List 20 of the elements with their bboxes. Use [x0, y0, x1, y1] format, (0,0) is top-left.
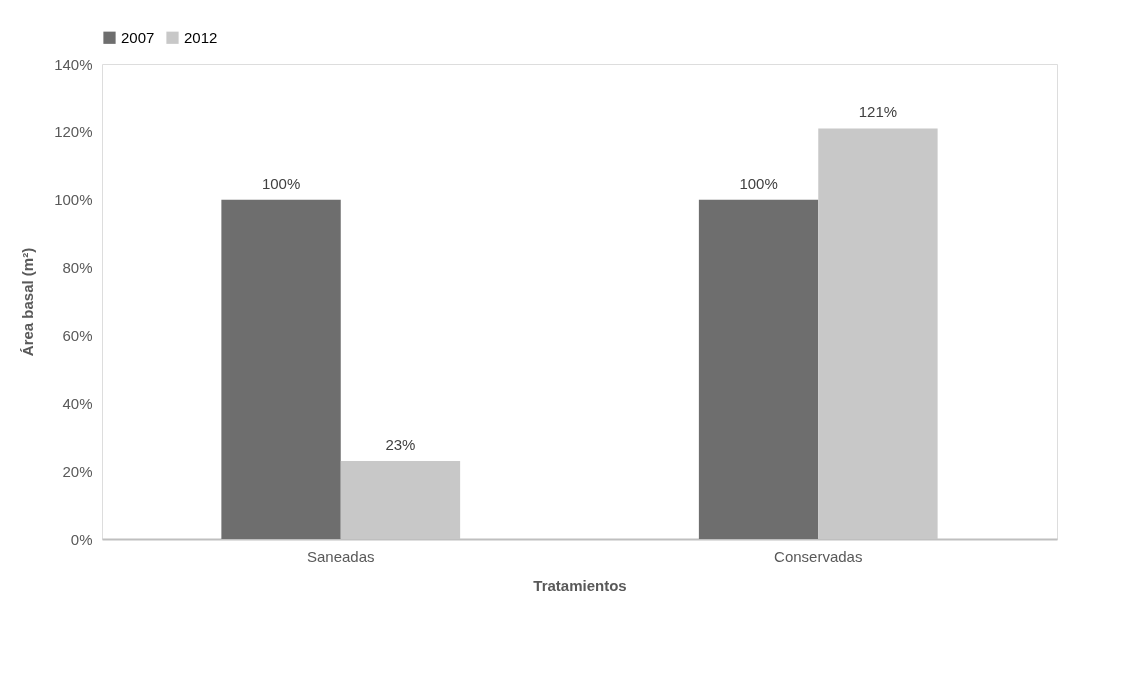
y-tick-label: 0% — [70, 530, 93, 548]
y-tick-label: 100% — [54, 191, 93, 209]
bar — [221, 199, 341, 539]
y-tick-label: 140% — [54, 55, 93, 73]
x-tick-label: Conservadas — [774, 547, 863, 565]
y-tick-label: 20% — [62, 462, 93, 480]
data-label: 121% — [858, 103, 898, 121]
y-axis-title: Área basal (m²) — [19, 247, 37, 357]
x-axis-title: Tratamientos — [533, 576, 627, 594]
legend-label: 2007 — [121, 28, 155, 46]
legend-label: 2012 — [184, 28, 218, 46]
y-tick-label: 120% — [54, 123, 93, 141]
bar — [698, 199, 819, 539]
x-tick-label: Saneadas — [306, 547, 375, 565]
data-label: 100% — [739, 174, 778, 192]
data-label: 23% — [385, 435, 416, 453]
y-tick-label: 40% — [62, 394, 93, 412]
y-tick-label: 60% — [62, 326, 93, 344]
y-tick-label: 80% — [62, 259, 93, 277]
data-label: 100% — [261, 174, 301, 192]
